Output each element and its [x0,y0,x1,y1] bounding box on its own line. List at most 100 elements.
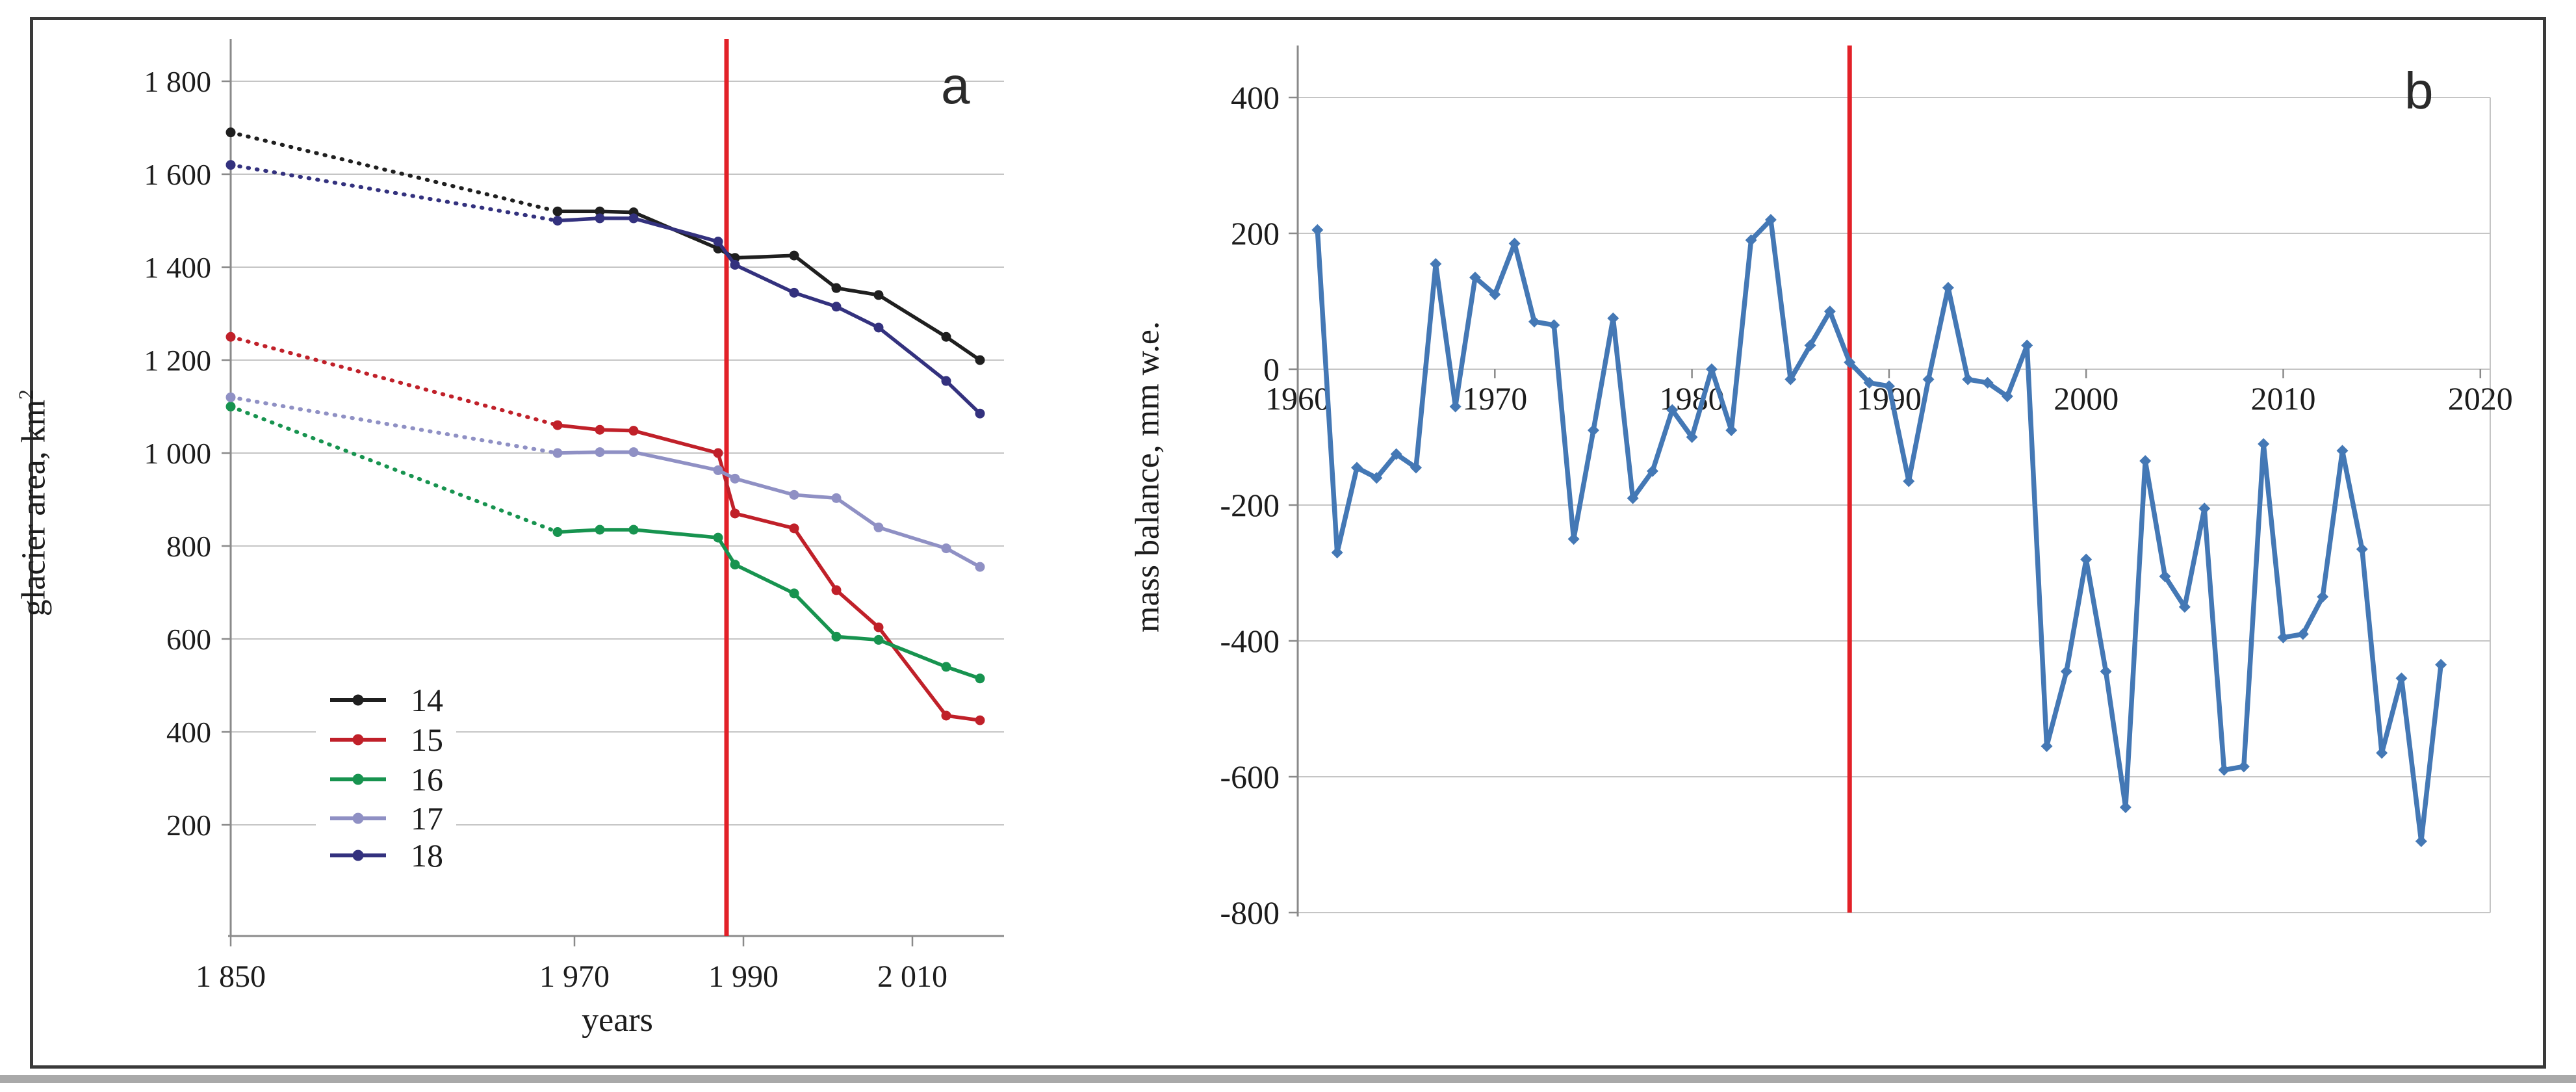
data-point-diamond [2277,631,2289,644]
data-point-16 [225,402,236,411]
y-axis-tick-label: 1 400 [144,251,212,284]
data-point-diamond [1942,281,1954,294]
data-point-diamond [2356,543,2368,555]
data-point-diamond [1489,289,1501,301]
data-point-17 [941,543,951,554]
data-point-diamond [1430,258,1442,270]
data-point-diamond [1627,492,1639,504]
series-dotted-15 [229,335,560,428]
data-point-diamond [1686,431,1698,443]
data-point-18 [730,259,740,270]
data-point-diamond [1962,373,1974,385]
data-point-diamond [2001,390,2013,402]
data-point-diamond [2258,437,2270,450]
x-axis-tick-label: 2000 [2054,380,2119,417]
y-axis-tick-label: -600 [1220,759,1280,795]
y-axis-tick-label: 0 [1263,351,1280,387]
data-point-15 [941,710,951,721]
y-axis-tick-label: 200 [166,809,211,842]
legend-label-14: 14 [411,682,443,718]
data-point-15 [552,420,563,430]
data-point-diamond [1607,312,1619,324]
data-point-18 [713,237,723,247]
data-point-15 [628,426,639,436]
data-point-diamond [2080,553,2093,566]
data-point-diamond [1764,214,1777,226]
y-axis-tick-label: 200 [1231,215,1280,252]
data-point-diamond [1548,319,1560,332]
legend-label-16: 16 [411,761,443,798]
data-point-16 [730,560,740,570]
data-point-18 [873,322,884,333]
data-point-14 [873,290,884,300]
legend-marker-18 [352,850,364,861]
data-point-17 [975,562,985,572]
data-point-15 [975,715,985,725]
data-point-diamond [1922,373,1935,385]
x-axis-tick-label: 1 990 [708,959,779,994]
data-point-diamond [2021,339,2033,352]
series-line-17 [557,450,981,569]
data-point-17 [831,493,842,503]
data-point-14 [975,355,985,365]
data-point-diamond [1587,424,1599,437]
data-point-diamond [1804,339,1816,352]
data-point-diamond [2100,666,2112,678]
data-point-diamond [1705,363,1718,375]
data-point-diamond [2237,760,2250,773]
legend-label-17: 17 [411,800,443,837]
data-point-diamond [2297,628,2309,640]
series-line-18 [557,216,981,415]
data-point-16 [873,634,884,645]
data-point-16 [789,588,799,599]
data-point-15 [225,332,236,342]
legend-marker-16 [352,774,364,785]
data-point-diamond [1390,448,1402,460]
data-point-14 [831,283,842,293]
data-point-18 [552,216,563,226]
y-axis-tick-label: -200 [1220,487,1280,523]
data-point-15 [831,585,842,595]
y-axis-tick-label: 400 [1231,79,1280,116]
data-point-diamond [2041,740,2053,752]
data-point-diamond [2336,445,2349,457]
x-axis-tick-label: 2010 [2251,380,2316,417]
data-point-diamond [1410,462,1422,474]
data-point-diamond [2415,835,2427,848]
data-point-18 [225,160,236,170]
panel-b-y-axis-title: mass balance, mm w.e. [1129,321,1166,632]
y-axis-tick-label: 1 000 [144,437,212,470]
data-point-18 [789,287,799,298]
y-axis-tick-label: -400 [1220,623,1280,659]
y-axis-tick-label: 1 600 [144,158,212,191]
data-point-diamond [1844,356,1856,369]
data-point-diamond [1823,306,1836,318]
series-line-16 [557,528,981,681]
data-point-diamond [1981,376,1994,389]
data-point-18 [941,376,951,386]
legend-label-15: 15 [411,722,443,758]
page-bottom-divider [0,1075,2576,1083]
data-point-17 [730,473,740,484]
panel-a-y-axis-title-text: glacier area, km [15,399,53,617]
data-point-18 [975,408,985,419]
data-point-14 [789,250,799,261]
data-point-16 [628,525,639,535]
series-line-15 [557,423,981,722]
data-point-17 [628,447,639,458]
figure-frame [30,17,2546,1069]
data-point-diamond [2218,764,2230,776]
data-point-15 [595,424,605,435]
data-point-16 [975,673,985,684]
data-point-diamond [1449,400,1462,413]
data-point-16 [941,662,951,672]
data-point-15 [713,448,723,458]
legend-marker-15 [352,734,364,746]
data-point-18 [831,302,842,312]
data-point-17 [225,392,236,402]
data-point-17 [789,489,799,500]
